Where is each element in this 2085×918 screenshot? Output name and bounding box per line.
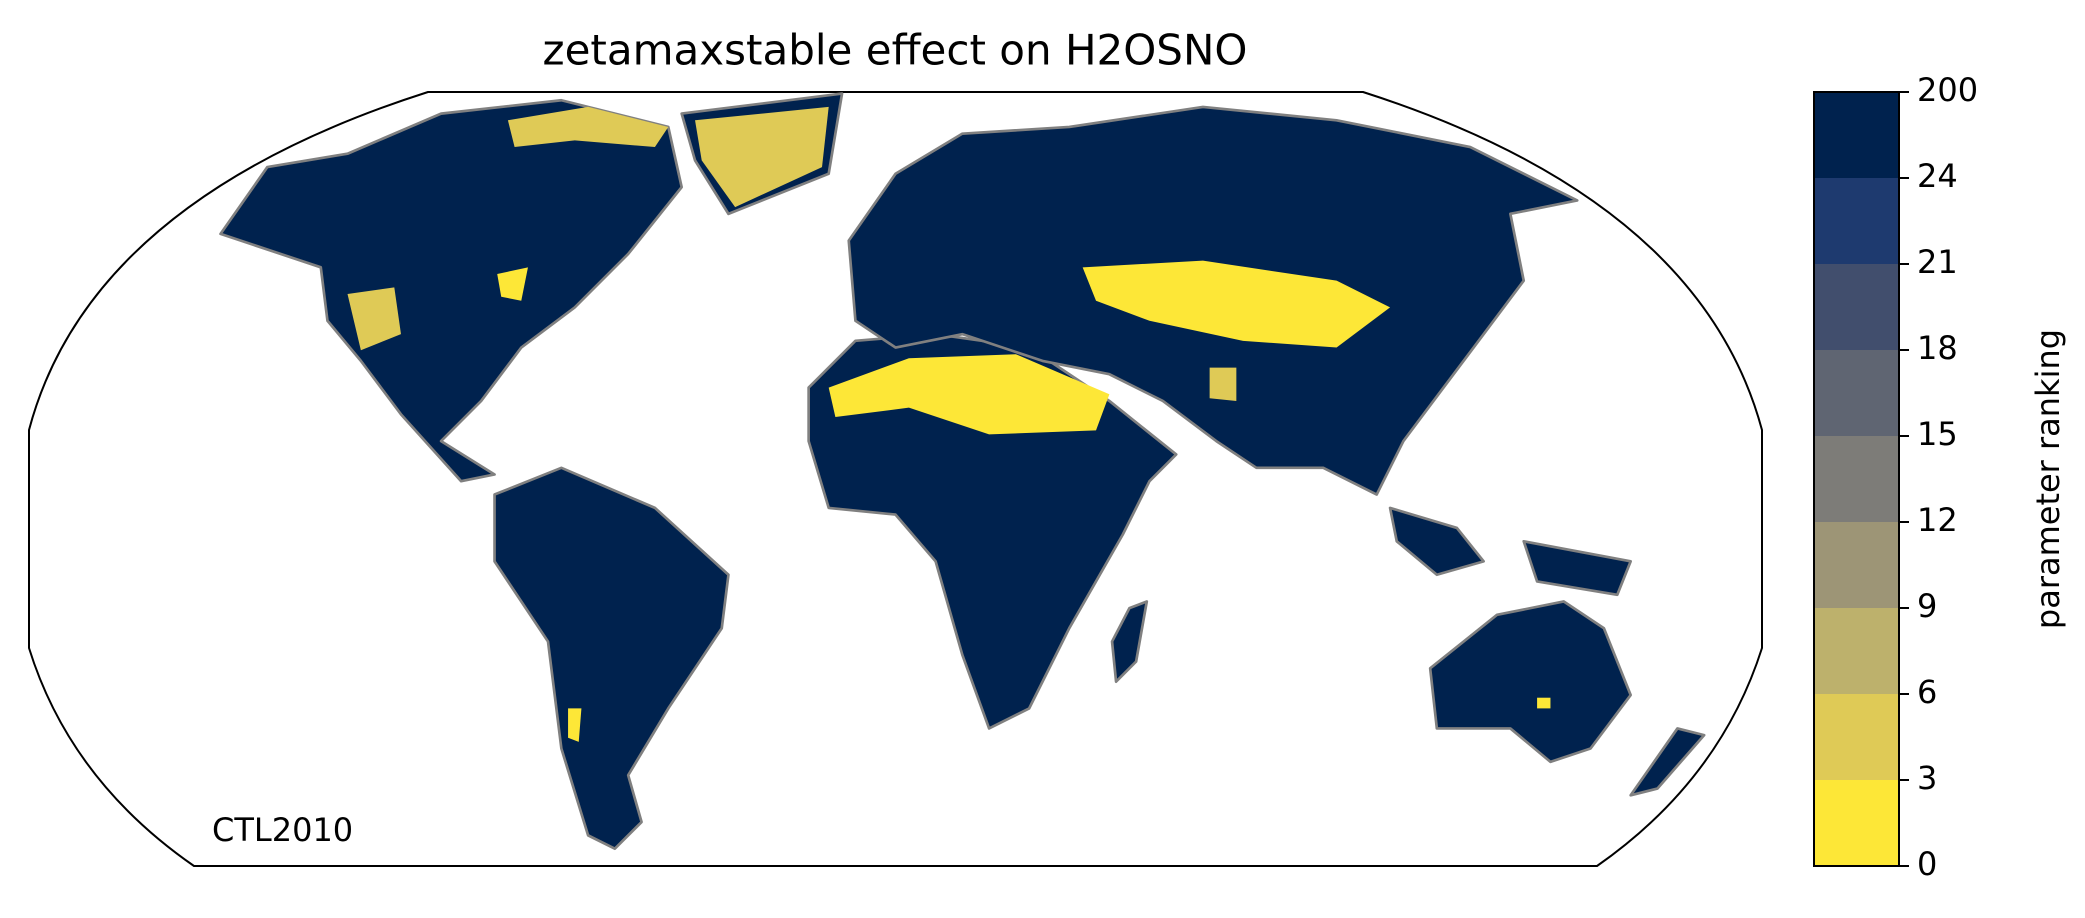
patch <box>1082 260 1391 348</box>
colorbar: 0 3 6 9 12 15 18 21 24 200 <box>1813 71 1978 883</box>
patch <box>1209 367 1237 401</box>
colorbar-tick-label: 21 <box>1917 243 1958 281</box>
patch <box>695 106 829 208</box>
colorbar-label: parameter ranking <box>2029 329 2067 629</box>
patch <box>347 287 401 351</box>
colorbar-tick-label: 6 <box>1917 673 1937 711</box>
patch <box>497 267 528 301</box>
colorbar-tick-label: 0 <box>1917 845 1937 883</box>
low-rank-patches <box>347 106 1551 742</box>
south-america <box>493 466 730 851</box>
colorbar-segment <box>1814 608 1899 694</box>
colorbar-tick-label: 12 <box>1917 501 1958 539</box>
colorbar-tick-label: 3 <box>1917 759 1937 797</box>
patch <box>568 708 582 742</box>
colorbar-segment <box>1814 350 1899 436</box>
australia <box>1428 600 1632 764</box>
colorbar-segment <box>1814 694 1899 780</box>
map: CTL2010 <box>28 91 1763 867</box>
colorbar-tick-label: 15 <box>1917 415 1958 453</box>
colorbar-tick-label: 24 <box>1917 157 1958 195</box>
madagascar <box>1110 600 1149 684</box>
map-title: zetamaxstable effect on H2OSNO <box>543 26 1248 75</box>
colorbar-frame <box>1813 91 1900 867</box>
colorbar-segment <box>1814 436 1899 522</box>
run-label: CTL2010 <box>212 811 353 849</box>
colorbar-segment <box>1814 178 1899 264</box>
patch <box>1537 697 1551 709</box>
new-zealand <box>1629 727 1706 797</box>
colorbar-segment <box>1814 92 1899 178</box>
colorbar-tick-label: 200 <box>1917 71 1978 109</box>
north-america <box>219 98 684 483</box>
indonesia <box>1388 506 1632 597</box>
colorbar-segment <box>1814 780 1899 866</box>
colorbar-segment <box>1814 522 1899 608</box>
patch <box>507 106 669 148</box>
patch <box>828 354 1110 435</box>
colorbar-segment <box>1814 264 1899 350</box>
colorbar-tick-label: 18 <box>1917 329 1958 367</box>
colorbar-tick-label: 9 <box>1917 587 1937 625</box>
